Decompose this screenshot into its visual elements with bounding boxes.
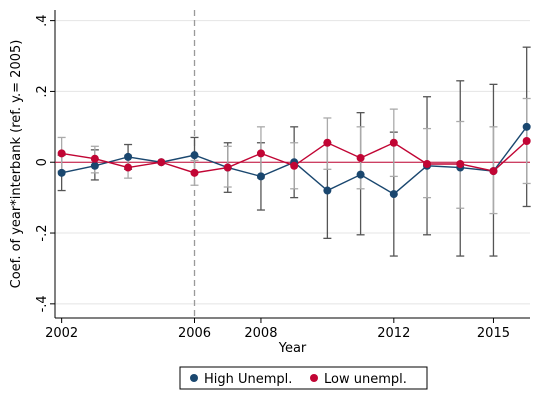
label-layer: -.4 -.2 0 .2 .4 2002 2006 2008 2012 2015 Year Coef.… (9, 14, 510, 356)
data-point-series-1 (124, 163, 133, 172)
x-axis-title: Year (278, 341, 307, 356)
data-point-series-1 (290, 161, 299, 170)
legend-marker-0 (190, 374, 198, 382)
x-tick-label: 2006 (178, 326, 211, 341)
data-point-series-1 (356, 153, 365, 162)
legend-box (179, 366, 428, 390)
y-tick-label: .2 (35, 85, 50, 97)
data-point-series-0 (522, 122, 531, 131)
x-tick-label: 2008 (244, 326, 277, 341)
y-axis-title: Coef. of year*interbank (ref. y.= 2005) (9, 40, 24, 289)
data-point-series-1 (456, 160, 465, 168)
data-point-series-0 (90, 161, 99, 170)
data-point-series-1 (223, 163, 232, 172)
legend-marker-1 (310, 374, 318, 382)
x-tick-label: 2002 (45, 326, 78, 341)
data-point-series-1 (157, 158, 166, 167)
data-point-series-0 (124, 152, 133, 161)
y-tick-label: .4 (35, 14, 50, 26)
y-tick-label: -.2 (35, 224, 50, 241)
data-point-series-1 (423, 160, 432, 168)
data-point-series-0 (389, 190, 398, 199)
data-point-series-0 (323, 186, 332, 195)
marker-layer (57, 122, 531, 199)
legend-label-1: Low unempl. (324, 372, 407, 387)
data-point-series-1 (90, 154, 99, 163)
data-point-series-1 (256, 149, 265, 158)
legend: High Unempl. Low unempl. (179, 366, 428, 390)
ci-layer (57, 46, 531, 257)
data-point-series-0 (256, 172, 265, 181)
x-tick-label: 2015 (477, 326, 510, 341)
legend-label-0: High Unempl. (204, 372, 292, 387)
data-point-series-1 (57, 149, 66, 158)
data-point-series-0 (356, 170, 365, 179)
data-point-series-1 (389, 138, 398, 147)
y-tick-label: 0 (35, 158, 50, 166)
data-point-series-1 (489, 167, 498, 176)
data-point-series-1 (522, 136, 531, 145)
data-point-series-0 (190, 151, 199, 160)
data-point-series-1 (190, 168, 199, 177)
data-point-series-1 (323, 138, 332, 147)
y-tick-label: -.4 (35, 295, 50, 312)
data-point-series-0 (57, 168, 66, 177)
x-tick-label: 2012 (377, 326, 410, 341)
